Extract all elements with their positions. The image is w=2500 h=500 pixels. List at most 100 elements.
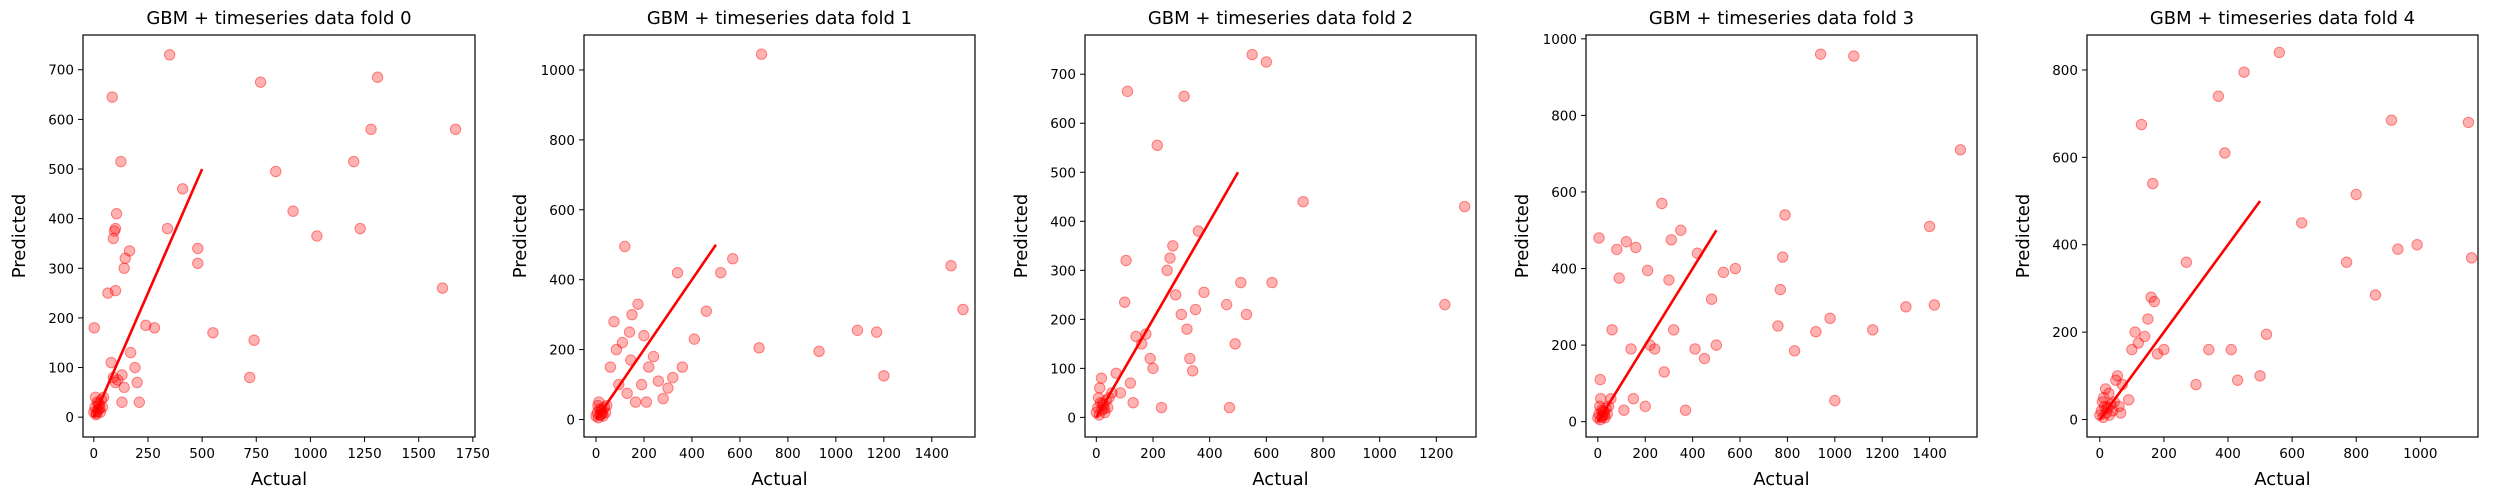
x-tick-label: 500	[189, 446, 215, 462]
y-axis-label: Predicted	[2013, 194, 2034, 279]
data-point	[2122, 394, 2135, 406]
y-tick-label: 200	[1551, 338, 1577, 354]
data-point	[652, 375, 665, 387]
data-point	[192, 257, 204, 269]
x-tick-label: 400	[679, 446, 705, 462]
reference-line	[92, 168, 204, 418]
data-point	[629, 396, 642, 408]
data-point	[753, 342, 765, 354]
data-point	[2190, 378, 2202, 391]
y-tick-label: 200	[48, 311, 74, 327]
x-tick-label: 1400	[1912, 446, 1946, 462]
data-point	[1439, 298, 1451, 311]
data-point	[2369, 289, 2382, 301]
y-tick-label: 0	[1568, 415, 1577, 431]
y-tick-label: 700	[1050, 67, 1076, 83]
data-point	[1130, 330, 1142, 343]
x-tick-label: 800	[775, 446, 801, 462]
y-tick-label: 600	[2052, 150, 2078, 166]
data-point	[2231, 374, 2244, 386]
data-point	[1235, 276, 1247, 289]
x-tick-label: 400	[1197, 446, 1223, 462]
data-point	[1717, 266, 1730, 279]
data-point	[176, 183, 189, 195]
plot-frame	[82, 34, 476, 438]
x-tick-label: 600	[2279, 446, 2305, 462]
data-point	[119, 252, 131, 265]
y-tick-label: 0	[1067, 410, 1076, 426]
data-point	[1594, 373, 1606, 386]
data-point	[1178, 90, 1190, 102]
x-axis-label: Actual	[1252, 469, 1308, 490]
data-point	[878, 370, 890, 382]
data-point	[436, 282, 449, 294]
data-point	[2148, 295, 2161, 308]
data-point	[192, 242, 204, 255]
y-tick-label: 0	[2069, 413, 2078, 429]
data-point	[1594, 400, 1606, 413]
data-point	[635, 378, 648, 391]
data-point	[1779, 209, 1791, 221]
data-point	[123, 245, 136, 257]
data-point	[2151, 348, 2164, 360]
data-point	[1698, 352, 1711, 365]
data-point	[1184, 352, 1196, 365]
data-point	[616, 336, 629, 349]
x-tick-label: 0	[592, 446, 601, 462]
data-point	[1829, 394, 1841, 407]
data-point	[1175, 308, 1188, 321]
data-point	[1689, 343, 1701, 355]
data-point	[1630, 241, 1642, 254]
data-point	[700, 305, 713, 317]
x-tick-label: 0	[2096, 446, 2105, 462]
data-point	[1114, 387, 1127, 399]
data-point	[354, 222, 366, 235]
data-point	[2103, 387, 2115, 400]
data-point	[1656, 197, 1668, 210]
y-tick-label: 800	[2052, 63, 2078, 79]
y-tick-label: 600	[1551, 185, 1577, 201]
data-point	[1223, 401, 1236, 414]
x-tick-label: 1000	[293, 446, 327, 462]
data-point	[1658, 366, 1670, 378]
data-point	[1710, 339, 1723, 351]
data-point	[2129, 326, 2141, 338]
data-point	[109, 284, 122, 297]
x-tick-label: 0	[1594, 446, 1603, 462]
data-point	[1618, 404, 1630, 416]
x-tick-label: 600	[727, 446, 753, 462]
data-point	[2138, 330, 2151, 343]
data-point	[161, 222, 174, 235]
data-point	[2392, 243, 2404, 255]
data-point	[254, 76, 267, 88]
data-point	[1824, 312, 1836, 325]
data-point	[89, 391, 102, 403]
data-point	[671, 267, 684, 279]
data-point	[608, 315, 620, 328]
chart-panel-1: GBM + timeseries data fold 1 0 200 400 600 80…	[510, 8, 976, 490]
data-point	[2099, 383, 2112, 395]
data-point	[1772, 320, 1784, 332]
data-point	[1900, 301, 1912, 313]
data-point	[1606, 324, 1618, 336]
chart-title: GBM + timeseries data fold 3	[1649, 8, 1914, 29]
data-point	[2096, 396, 2109, 408]
data-point	[662, 382, 674, 394]
data-point	[2203, 343, 2215, 356]
y-tick-label: 100	[48, 361, 74, 377]
y-axis-label: Predicted	[1011, 194, 1032, 279]
chart-panel-2: GBM + timeseries data fold 2 0 200 400 600 80…	[1011, 8, 1477, 490]
x-tick-label: 750	[243, 446, 269, 462]
data-point	[1164, 252, 1176, 264]
x-tick-label: 0	[1092, 446, 1101, 462]
reference-line	[2098, 200, 2262, 421]
data-point	[2225, 343, 2237, 356]
x-tick-label: 250	[135, 446, 161, 462]
data-point	[640, 396, 653, 408]
data-point	[632, 298, 644, 310]
data-point	[1867, 324, 1879, 336]
y-tick-label: 800	[549, 133, 575, 149]
data-point	[1679, 404, 1692, 416]
data-point	[755, 48, 768, 60]
